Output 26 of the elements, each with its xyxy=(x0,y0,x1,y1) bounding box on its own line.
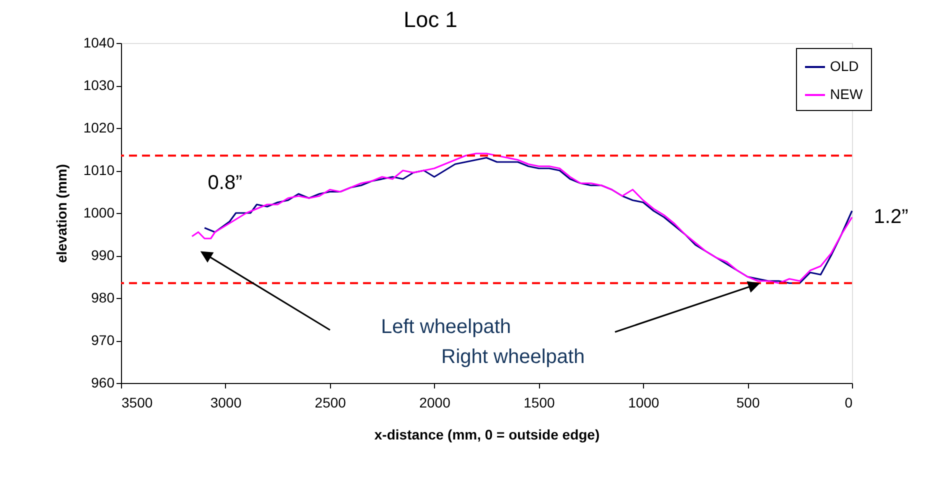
x-tick-label: 3500 xyxy=(122,394,153,410)
y-tick-label: 970 xyxy=(91,332,115,348)
x-tick-label: 500 xyxy=(736,394,760,410)
y-tick-label: 980 xyxy=(91,290,115,306)
y-tick-label: 1010 xyxy=(83,162,115,178)
legend-label: OLD xyxy=(830,58,859,74)
y-tick-label: 1000 xyxy=(83,204,115,220)
x-tick-label: 1000 xyxy=(628,394,660,410)
annotation: Right wheelpath xyxy=(441,346,585,368)
y-tick-label: 990 xyxy=(91,247,115,263)
annotation: 0.8” xyxy=(208,172,242,194)
y-tick-label: 960 xyxy=(91,374,115,390)
x-axis-title: x-distance (mm, 0 = outside edge) xyxy=(374,426,600,442)
x-tick-label: 1500 xyxy=(524,394,555,410)
y-axis-title: elevation (mm) xyxy=(53,164,70,263)
chart-title: Loc 1 xyxy=(404,7,458,32)
x-tick-label: 0 xyxy=(844,394,853,410)
legend-label: NEW xyxy=(830,86,864,102)
y-tick-label: 1030 xyxy=(83,77,115,93)
text: 1.2” xyxy=(874,206,908,228)
y-tick-label: 1020 xyxy=(83,120,115,136)
y-tick-label: 1040 xyxy=(83,34,115,50)
x-tick-label: 3000 xyxy=(210,394,242,410)
x-tick-label: 2000 xyxy=(419,394,451,410)
x-tick-label: 2500 xyxy=(314,394,346,410)
annotation: Left wheelpath xyxy=(380,316,512,338)
